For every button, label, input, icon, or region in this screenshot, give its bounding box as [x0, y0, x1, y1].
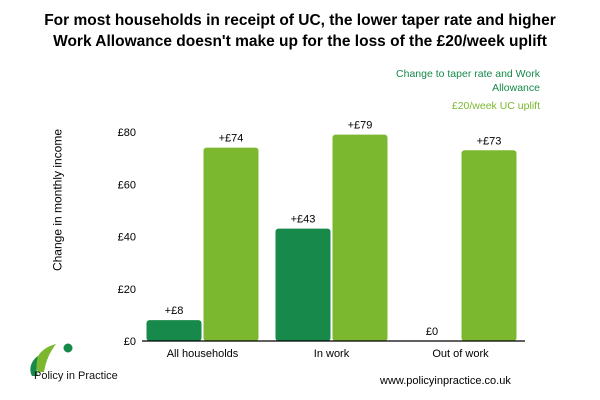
y-tick-label: £60 — [118, 179, 136, 191]
data-label: +£79 — [348, 120, 373, 132]
data-label: +£73 — [477, 135, 502, 147]
bar-uplift — [203, 147, 259, 341]
website-url[interactable]: www.policyinpractice.co.uk — [380, 375, 511, 387]
bar-taper-change — [146, 320, 202, 341]
x-tick-label: Out of work — [432, 348, 489, 360]
chart-title-line-2: Work Allowance doesn't make up for the l… — [53, 33, 547, 50]
legend-item-taper: Change to taper rate and Work Allowance — [396, 68, 540, 94]
policy-in-practice-logo-icon — [30, 343, 73, 376]
legend: Change to taper rate and Work Allowance … — [380, 67, 540, 113]
data-label: +£8 — [165, 305, 184, 317]
chart-title: For most households in receipt of UC, th… — [0, 10, 600, 52]
x-tick-label: In work — [314, 348, 350, 360]
logo-text: Policy in Practice — [34, 370, 118, 382]
y-tick-label: £20 — [118, 284, 136, 296]
bar-uplift — [332, 134, 388, 341]
y-tick-label: £80 — [118, 127, 136, 139]
y-tick-label: £0 — [124, 336, 136, 348]
data-label: £0 — [426, 326, 438, 338]
x-tick-label: All households — [167, 348, 239, 360]
y-tick-label: £40 — [118, 232, 136, 244]
data-label: +£74 — [219, 133, 244, 145]
legend-item-uplift: £20/week UC uplift — [451, 100, 540, 112]
chart-title-line-1: For most households in receipt of UC, th… — [44, 12, 556, 29]
data-label: +£43 — [291, 214, 316, 226]
bar-uplift — [461, 150, 517, 341]
bar-taper-change — [275, 228, 331, 341]
